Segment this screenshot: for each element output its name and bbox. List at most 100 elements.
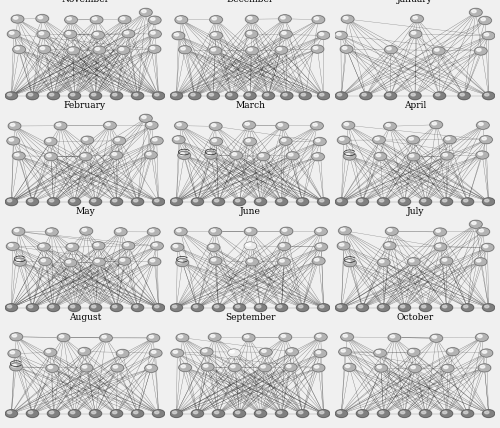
Circle shape	[246, 139, 250, 142]
Circle shape	[48, 410, 60, 417]
Circle shape	[254, 410, 266, 417]
Circle shape	[362, 93, 366, 96]
Circle shape	[90, 304, 102, 312]
Circle shape	[46, 139, 51, 142]
Circle shape	[92, 31, 104, 39]
Circle shape	[208, 333, 221, 341]
Circle shape	[192, 198, 203, 205]
Circle shape	[341, 349, 345, 352]
Circle shape	[278, 123, 282, 126]
Circle shape	[181, 365, 186, 368]
Circle shape	[10, 363, 22, 371]
Circle shape	[68, 92, 80, 100]
Circle shape	[90, 16, 103, 24]
Circle shape	[482, 92, 494, 100]
Circle shape	[212, 198, 224, 205]
Circle shape	[170, 198, 182, 205]
Circle shape	[436, 244, 441, 247]
Circle shape	[472, 222, 476, 224]
Circle shape	[210, 137, 222, 146]
Circle shape	[48, 229, 52, 232]
Circle shape	[39, 32, 44, 35]
Circle shape	[398, 304, 410, 312]
Circle shape	[276, 122, 288, 130]
Circle shape	[378, 410, 390, 417]
Circle shape	[276, 410, 287, 417]
Circle shape	[316, 139, 320, 142]
Circle shape	[8, 350, 20, 358]
Circle shape	[246, 258, 258, 266]
Circle shape	[477, 228, 490, 236]
Circle shape	[482, 137, 486, 140]
Circle shape	[388, 333, 401, 342]
Circle shape	[440, 304, 452, 312]
Title: April: April	[404, 101, 426, 110]
Circle shape	[40, 47, 44, 50]
Circle shape	[244, 335, 249, 338]
Circle shape	[207, 152, 212, 155]
Circle shape	[256, 411, 261, 414]
Circle shape	[10, 32, 14, 34]
Circle shape	[286, 348, 298, 356]
Circle shape	[110, 151, 122, 159]
Circle shape	[80, 227, 92, 235]
Circle shape	[342, 47, 347, 49]
Circle shape	[80, 152, 92, 160]
Circle shape	[83, 137, 87, 140]
Circle shape	[209, 228, 222, 236]
Circle shape	[134, 93, 138, 96]
Circle shape	[246, 15, 258, 23]
Circle shape	[46, 228, 58, 236]
Circle shape	[478, 335, 482, 338]
Circle shape	[409, 30, 422, 38]
Circle shape	[476, 259, 481, 262]
Circle shape	[26, 304, 38, 312]
Circle shape	[178, 260, 182, 263]
Circle shape	[92, 17, 97, 20]
Circle shape	[192, 304, 203, 312]
Circle shape	[6, 92, 18, 100]
Circle shape	[481, 18, 486, 21]
Circle shape	[200, 348, 213, 356]
Circle shape	[482, 410, 494, 417]
Circle shape	[246, 47, 258, 55]
Circle shape	[64, 30, 76, 39]
Circle shape	[288, 349, 292, 352]
Circle shape	[358, 305, 362, 308]
Circle shape	[464, 411, 468, 414]
Circle shape	[256, 305, 261, 308]
Circle shape	[152, 304, 164, 312]
Circle shape	[311, 45, 324, 53]
Circle shape	[248, 259, 252, 262]
Circle shape	[194, 411, 198, 414]
Circle shape	[338, 305, 342, 308]
Circle shape	[110, 410, 122, 417]
Circle shape	[50, 305, 54, 308]
Circle shape	[342, 121, 355, 129]
Title: January: January	[397, 0, 433, 4]
Circle shape	[118, 351, 123, 354]
Circle shape	[50, 411, 54, 414]
Circle shape	[140, 114, 152, 122]
Circle shape	[110, 304, 122, 312]
Circle shape	[177, 17, 182, 20]
Circle shape	[276, 304, 287, 312]
Circle shape	[207, 92, 220, 100]
Circle shape	[16, 259, 20, 262]
Circle shape	[318, 410, 330, 417]
Circle shape	[279, 333, 291, 341]
Circle shape	[57, 333, 70, 342]
Circle shape	[314, 227, 328, 235]
Circle shape	[446, 137, 450, 140]
Circle shape	[479, 229, 484, 232]
Circle shape	[9, 138, 14, 141]
Circle shape	[484, 93, 489, 96]
Circle shape	[432, 47, 445, 55]
Circle shape	[148, 123, 152, 125]
Circle shape	[458, 92, 470, 100]
Circle shape	[60, 335, 64, 338]
Circle shape	[440, 152, 454, 160]
Circle shape	[110, 198, 122, 205]
Circle shape	[66, 260, 70, 263]
Circle shape	[336, 198, 347, 205]
